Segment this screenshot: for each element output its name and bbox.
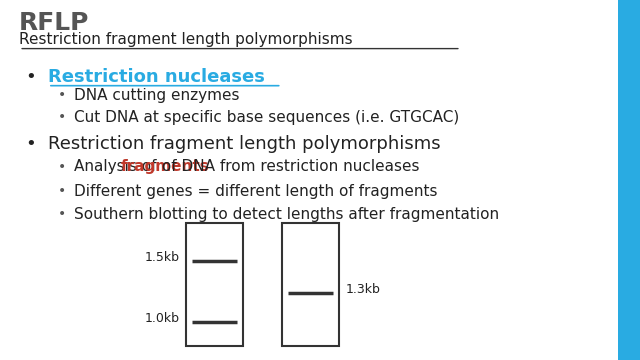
Text: DNA cutting enzymes: DNA cutting enzymes xyxy=(74,88,239,103)
Text: fragments: fragments xyxy=(121,159,210,174)
Bar xyxy=(282,223,339,346)
Text: •: • xyxy=(58,184,66,198)
Text: Restriction nucleases: Restriction nucleases xyxy=(48,68,265,86)
Text: RFLP: RFLP xyxy=(19,11,90,35)
Text: 1.5kb: 1.5kb xyxy=(144,251,179,264)
Text: Restriction fragment length polymorphisms: Restriction fragment length polymorphism… xyxy=(48,135,440,153)
Text: •: • xyxy=(58,207,66,221)
Text: of DNA from restriction nucleases: of DNA from restriction nucleases xyxy=(157,159,419,174)
Text: Different genes = different length of fragments: Different genes = different length of fr… xyxy=(74,184,437,199)
Text: •: • xyxy=(26,68,36,86)
Text: •: • xyxy=(58,160,66,174)
Text: Cut DNA at specific base sequences (i.e. GTGCAC): Cut DNA at specific base sequences (i.e.… xyxy=(74,110,459,125)
Text: 1.3kb: 1.3kb xyxy=(346,283,380,296)
Text: •: • xyxy=(58,88,66,102)
Text: •: • xyxy=(26,135,36,153)
Text: 1.0kb: 1.0kb xyxy=(144,312,179,325)
Bar xyxy=(186,223,243,346)
Text: Restriction fragment length polymorphisms: Restriction fragment length polymorphism… xyxy=(19,32,353,48)
Text: •: • xyxy=(58,110,66,124)
Text: Southern blotting to detect lengths after fragmentation: Southern blotting to detect lengths afte… xyxy=(74,207,499,222)
Text: Analysis of: Analysis of xyxy=(74,159,161,174)
